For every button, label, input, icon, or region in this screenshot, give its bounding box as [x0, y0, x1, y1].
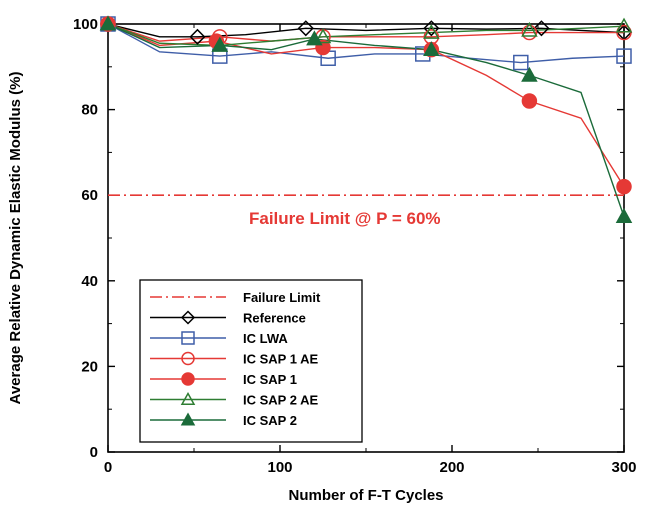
- series-line-ic-sap-2: [107, 23, 625, 217]
- failure-limit-annotation: Failure Limit @ P = 60%: [249, 209, 441, 228]
- legend-label-ic-sap-1: IC SAP 1: [243, 372, 297, 387]
- legend-label-ic-sap-1-ae: IC SAP 1 AE: [243, 352, 318, 367]
- legend-marker-ic-sap-1: [181, 372, 195, 386]
- legend-label-reference: Reference: [243, 311, 306, 326]
- legend-label-ic-sap-2: IC SAP 2: [243, 413, 297, 428]
- data-point-ic-lwa: [616, 48, 632, 64]
- legend: Failure Limit Reference IC LWA IC SAP 1 AE I…: [139, 279, 363, 443]
- data-point-ic-sap-1-ae: [616, 24, 632, 41]
- data-point-reference: [189, 28, 206, 45]
- legend-label-ic-sap-2-ae: IC SAP 2 AE: [243, 393, 318, 408]
- data-point-ic-sap-1: [521, 93, 538, 109]
- data-point-ic-sap-1: [616, 178, 632, 195]
- y-tick-label: 100: [73, 16, 98, 33]
- data-point-ic-sap-2: [423, 41, 440, 57]
- y-tick-label: 0: [90, 444, 98, 461]
- y-tick-label: 60: [81, 187, 98, 204]
- y-tick-label: 20: [81, 358, 98, 375]
- series-line-ic-sap-1: [107, 23, 625, 188]
- series-line-ic-sap-1-ae: [107, 23, 624, 42]
- legend-box: [139, 279, 363, 443]
- y-axis-title: Average Relative Dynamic Elastic Modulus…: [7, 72, 24, 405]
- legend-label-ic-lwa: IC LWA: [243, 331, 288, 346]
- data-point-ic-sap-2: [99, 15, 117, 31]
- legend-label-failure-limit: Failure Limit: [243, 290, 321, 305]
- data-point-reference: [423, 20, 440, 37]
- x-tick-label: 100: [267, 459, 292, 476]
- legend-marker-reference: [180, 310, 196, 325]
- legend-marker-ic-lwa: [181, 331, 195, 345]
- legend-marker-ic-sap-1-ae: [181, 351, 195, 366]
- data-point-ic-lwa: [513, 54, 529, 71]
- data-point-ic-sap-2-ae: [521, 21, 538, 37]
- axis-ticks: 0 100 200 300 0 20 40 60 80 100: [73, 16, 637, 476]
- data-point-ic-sap-2: [521, 66, 538, 82]
- data-point-ic-sap-2: [211, 36, 229, 52]
- data-point-ic-sap-2-ae: [423, 24, 440, 39]
- series-line-ic-lwa: [107, 23, 625, 64]
- data-point-ic-sap-2-ae: [314, 28, 332, 44]
- series-layer: [99, 15, 633, 223]
- data-point-ic-sap-2-ae: [615, 17, 633, 33]
- data-point-reference: [533, 20, 550, 37]
- legend-marker-ic-sap-2: [180, 412, 196, 426]
- y-tick-label: 80: [81, 102, 98, 119]
- legend-marker-ic-sap-2-ae: [180, 391, 196, 406]
- x-tick-label: 300: [611, 459, 636, 476]
- data-point-reference: [297, 20, 314, 37]
- x-tick-label: 0: [104, 459, 112, 476]
- x-axis-title: Number of F-T Cycles: [288, 487, 443, 504]
- data-point-ic-sap-2: [306, 30, 323, 46]
- data-point-ic-sap-1-ae: [521, 24, 538, 41]
- x-tick-label: 200: [439, 459, 464, 476]
- y-tick-label: 40: [81, 273, 98, 290]
- data-point-ic-sap-2: [615, 208, 633, 223]
